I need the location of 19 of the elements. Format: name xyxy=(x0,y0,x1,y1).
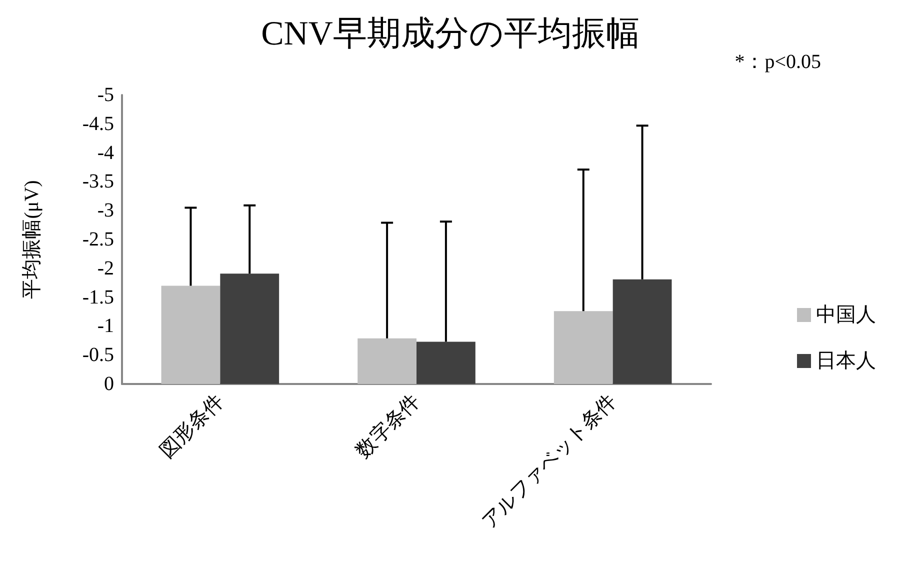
y-tick-label: -0.5 xyxy=(82,344,114,366)
chart-title: CNV早期成分の平均振幅 xyxy=(261,16,640,52)
x-tick-label: 数字条件 xyxy=(351,390,424,462)
y-tick-label: -2 xyxy=(97,257,114,280)
y-tick-label: 0 xyxy=(104,373,114,395)
y-tick-label: -1.5 xyxy=(82,286,114,308)
y-axis-title: 平均振幅(μV) xyxy=(21,180,43,299)
text: *：p<0.05 xyxy=(734,51,821,73)
y-tick-label: -4.5 xyxy=(82,112,114,135)
legend-label: 中国人 xyxy=(816,304,876,326)
legend-label: 日本人 xyxy=(816,350,876,372)
y-tick-label: -5 xyxy=(97,84,114,106)
y-tick-label: -1 xyxy=(97,315,114,338)
y-tick-label: -3.5 xyxy=(82,170,114,193)
y-tick-label: -4 xyxy=(97,142,114,164)
y-tick-label: -3 xyxy=(97,200,114,222)
y-tick-label: -2.5 xyxy=(82,228,114,250)
x-tick-label: 図形条件 xyxy=(156,390,228,462)
x-tick-label: アルファベット条件 xyxy=(478,390,621,534)
